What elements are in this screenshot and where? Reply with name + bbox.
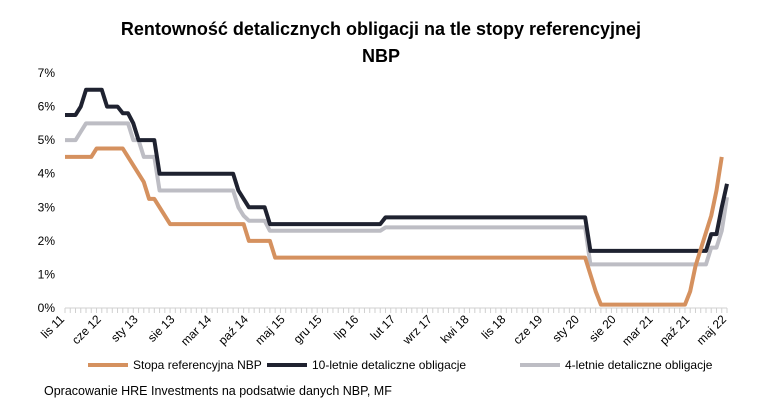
x-tick-label: sie 20 bbox=[586, 312, 619, 345]
y-tick-label: 0% bbox=[38, 301, 56, 315]
x-tick-label: lis 11 bbox=[38, 312, 67, 341]
source-note: Opracowanie HRE Investments na podsatwie… bbox=[44, 384, 392, 398]
y-tick-label: 2% bbox=[38, 234, 56, 248]
x-tick-label: wrz 17 bbox=[399, 312, 435, 348]
y-tick-label: 6% bbox=[38, 100, 56, 114]
y-tick-label: 3% bbox=[38, 200, 56, 214]
x-tick-label: lis 18 bbox=[479, 312, 509, 342]
x-tick-label: kwi 18 bbox=[438, 312, 472, 346]
x-tick-label: sie 13 bbox=[145, 312, 178, 345]
x-tick-label: mar 21 bbox=[619, 312, 656, 349]
y-tick-label: 1% bbox=[38, 267, 56, 281]
series-line-1 bbox=[65, 87, 729, 253]
legend-swatch-reference-rate bbox=[88, 363, 128, 367]
legend: Stopa referencyjna NBP 10-letnie detalic… bbox=[0, 358, 762, 376]
chart-title: Rentowność detalicznych obligacji na tle… bbox=[0, 16, 762, 70]
x-tick-label: sty 13 bbox=[108, 312, 141, 345]
x-tick-label: paź 14 bbox=[216, 312, 252, 348]
x-tick-label: paź 21 bbox=[657, 312, 693, 348]
chart-title-line-1: Rentowność detalicznych obligacji na tle… bbox=[120, 19, 642, 39]
legend-label-10y-bonds: 10-letnie detaliczne obligacje bbox=[312, 358, 467, 372]
x-tick-label: maj 22 bbox=[694, 312, 730, 348]
series-lines bbox=[65, 87, 729, 307]
x-tick-label: mar 14 bbox=[178, 312, 215, 349]
series-line-2 bbox=[65, 121, 729, 267]
x-axis: lis 11 cze 12 sty 13 sie 13 mar 14 paź 14 maj … bbox=[38, 307, 730, 349]
legend-label-reference-rate: Stopa referencyjna NBP bbox=[133, 358, 262, 372]
series-line-0 bbox=[65, 146, 724, 307]
legend-item-4y-bonds: 4-letnie detaliczne obligacje bbox=[520, 358, 712, 372]
legend-item-reference-rate: Stopa referencyjna NBP bbox=[88, 358, 262, 372]
legend-swatch-4y-bonds bbox=[520, 363, 560, 367]
x-tick-label: maj 15 bbox=[252, 312, 288, 348]
x-tick-label: lut 17 bbox=[367, 312, 398, 343]
y-tick-label: 5% bbox=[38, 133, 56, 147]
x-tick-label: gru 15 bbox=[291, 312, 325, 346]
x-tick-label: sty 20 bbox=[549, 312, 582, 345]
y-tick-label: 7% bbox=[38, 66, 56, 80]
x-tick-label: lip 16 bbox=[331, 312, 361, 342]
legend-label-4y-bonds: 4-letnie detaliczne obligacje bbox=[565, 358, 713, 372]
chart-title-line-2: NBP bbox=[361, 46, 400, 66]
y-tick-label: 4% bbox=[38, 167, 56, 181]
x-tick-label: cze 19 bbox=[510, 312, 545, 347]
legend-item-10y-bonds: 10-letnie detaliczne obligacje bbox=[267, 358, 466, 372]
legend-swatch-10y-bonds bbox=[267, 363, 307, 367]
y-axis-labels: 0% 1% 2% 3% 4% 5% 6% 7% bbox=[38, 66, 56, 315]
x-tick-label: cze 12 bbox=[69, 312, 104, 347]
